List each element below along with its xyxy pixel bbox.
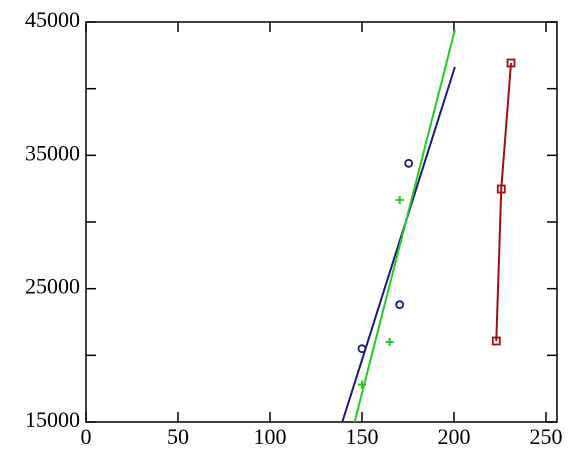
series-line <box>341 66 456 423</box>
plot-frame <box>85 21 558 423</box>
x-tick-label: 150 <box>345 424 378 449</box>
x-tick-label: 200 <box>437 424 470 449</box>
point <box>496 184 506 194</box>
x-tick-label: 250 <box>529 424 562 449</box>
x-tick-label: 0 <box>81 424 92 449</box>
point <box>491 336 501 346</box>
point <box>395 196 404 204</box>
y-tick-label: 15000 <box>25 407 80 432</box>
series-line <box>495 62 513 342</box>
point <box>404 158 414 168</box>
point <box>506 58 516 68</box>
x-tick-label: 100 <box>253 424 286 449</box>
y-tick-label: 45000 <box>25 7 80 32</box>
y-tick-label: 25000 <box>25 274 80 299</box>
x-tick-label: 50 <box>167 424 189 449</box>
series-line <box>353 29 456 423</box>
point <box>385 338 394 346</box>
y-tick-label: 35000 <box>25 140 80 165</box>
point <box>395 300 405 310</box>
